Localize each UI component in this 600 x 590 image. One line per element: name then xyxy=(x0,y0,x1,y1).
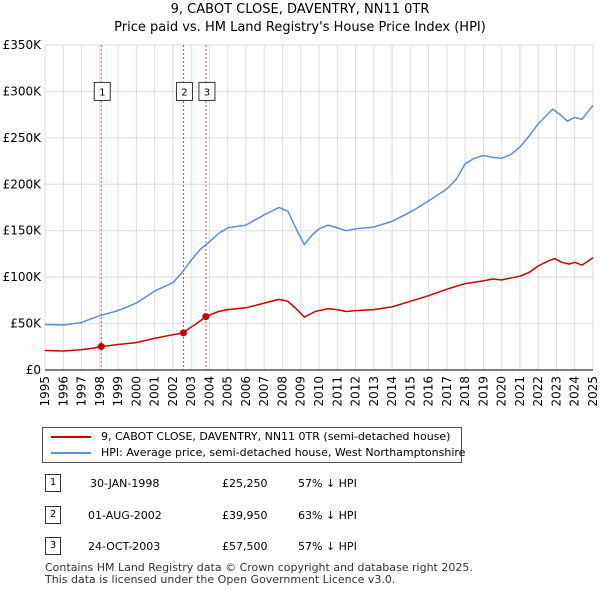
sale-price: £25,250 xyxy=(222,477,268,490)
x-tick-label: 2001 xyxy=(148,376,162,407)
sale-point xyxy=(202,313,210,321)
y-tick-label: £100K xyxy=(3,270,43,284)
x-tick-label: 2015 xyxy=(403,376,417,407)
y-tick-label: £350K xyxy=(3,38,43,52)
footer-licence: This data is licensed under the Open Gov… xyxy=(45,573,396,586)
x-tick-label: 1997 xyxy=(75,376,89,407)
x-tick-label: 2023 xyxy=(549,376,563,407)
chart-subtitle: Price paid vs. HM Land Registry's House … xyxy=(114,20,486,35)
sales-row: 1 30-JAN-1998 £25,250 57% ↓ HPI xyxy=(45,474,545,492)
x-tick-label: 2022 xyxy=(531,376,545,407)
y-tick-label: £150K xyxy=(3,224,43,238)
sale-date: 24-OCT-2003 xyxy=(88,540,161,553)
sale-date: 01-AUG-2002 xyxy=(88,509,162,522)
x-tick-label: 2012 xyxy=(349,376,363,407)
chart-plot: £0 £50K £100K £150K £200K £250K £300K £350K 1995… xyxy=(3,38,600,407)
sales-row: 3 24-OCT-2003 £57,500 57% ↓ HPI xyxy=(45,537,545,555)
x-tick-label: 2004 xyxy=(202,376,216,407)
sale-price: £39,950 xyxy=(222,509,268,522)
x-tick-label: 2013 xyxy=(367,376,381,407)
sale-number-box xyxy=(93,81,111,101)
footer-copyright: Contains HM Land Registry data © Crown c… xyxy=(45,561,473,574)
x-tick-label: 2003 xyxy=(184,376,198,407)
sale-point xyxy=(97,343,105,351)
x-tick-label: 2006 xyxy=(239,376,253,407)
x-tick-label: 2019 xyxy=(476,376,490,407)
x-tick-label: 2010 xyxy=(312,376,326,407)
x-tick-label: 2018 xyxy=(458,376,472,407)
sale-number-badge: 2 xyxy=(45,506,61,524)
y-tick-label: £50K xyxy=(10,317,42,331)
x-tick-label: 2005 xyxy=(221,376,235,407)
x-tick-label: 2024 xyxy=(568,376,582,407)
x-tick-label: 1995 xyxy=(38,376,52,407)
x-tick-label: 1998 xyxy=(93,376,107,407)
x-tick-label: 2008 xyxy=(275,376,289,407)
x-tick-label: 2002 xyxy=(166,376,180,407)
legend-swatch-price-paid xyxy=(51,436,91,438)
x-tick-label: 2011 xyxy=(330,376,344,407)
y-tick-label: £200K xyxy=(3,177,43,191)
sale-hpi-diff: 57% ↓ HPI xyxy=(298,540,357,553)
sale-number-label: 3 xyxy=(204,87,210,98)
x-tick-label: 1999 xyxy=(111,376,125,407)
sale-number-box xyxy=(198,81,216,101)
x-tick-label: 2009 xyxy=(294,376,308,407)
sale-hpi-diff: 57% ↓ HPI xyxy=(298,477,357,490)
sale-number-box xyxy=(175,81,193,101)
legend-label-hpi: HPI: Average price, semi-detached house,… xyxy=(101,446,466,459)
legend-swatch-hpi xyxy=(51,452,91,454)
sale-number-badge: 1 xyxy=(45,474,61,492)
x-tick-label: 2016 xyxy=(422,376,436,407)
legend-label-price-paid: 9, CABOT CLOSE, DAVENTRY, NN11 0TR (semi… xyxy=(101,430,451,443)
sales-row: 2 01-AUG-2002 £39,950 63% ↓ HPI xyxy=(45,506,545,524)
sale-number-badge: 3 xyxy=(45,537,61,555)
sale-number-label: 2 xyxy=(181,87,187,98)
x-tick-label: 2020 xyxy=(495,376,509,407)
x-tick-label: 2021 xyxy=(513,376,527,407)
x-tick-label: 2017 xyxy=(440,376,454,407)
hpi-series-line xyxy=(44,104,594,326)
x-tick-label: 1996 xyxy=(56,376,70,407)
y-tick-label: £0 xyxy=(26,363,41,377)
sale-point xyxy=(179,329,187,337)
x-tick-label: 2014 xyxy=(385,376,399,407)
sale-hpi-diff: 63% ↓ HPI xyxy=(298,509,357,522)
price-paid-series-line xyxy=(44,257,594,352)
x-tick-label: 2025 xyxy=(586,376,600,407)
y-tick-label: £300K xyxy=(3,84,43,98)
x-tick-label: 2007 xyxy=(257,376,271,407)
x-tick-label: 2000 xyxy=(129,376,143,407)
sale-number-label: 1 xyxy=(99,87,105,98)
sale-date: 30-JAN-1998 xyxy=(90,477,160,490)
chart-title: 9, CABOT CLOSE, DAVENTRY, NN11 0TR xyxy=(170,2,430,17)
sale-price: £57,500 xyxy=(222,540,268,553)
y-tick-label: £250K xyxy=(3,131,43,145)
chart-legend: 9, CABOT CLOSE, DAVENTRY, NN11 0TR (semi… xyxy=(42,427,466,463)
